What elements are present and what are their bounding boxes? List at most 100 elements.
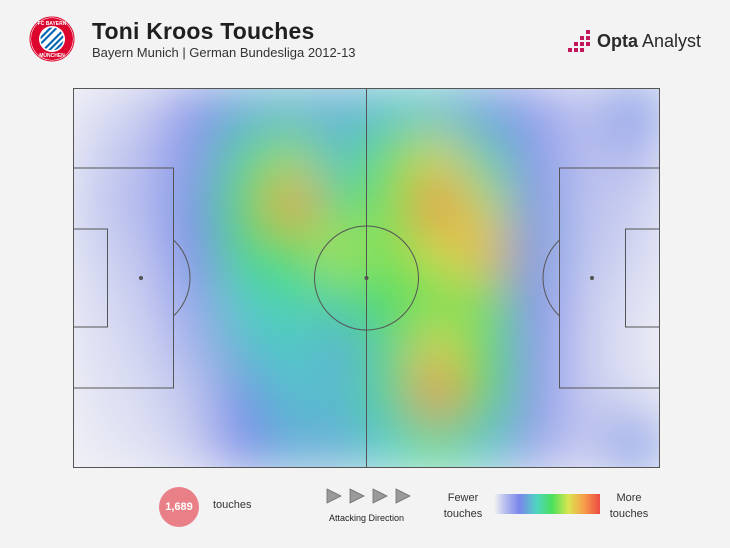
heatmap-cell bbox=[315, 323, 369, 375]
header: FC BAYERN MÜNCHEN Toni Kroos Touches Bay… bbox=[0, 0, 730, 80]
centre-spot bbox=[364, 275, 369, 281]
heatmap-cell bbox=[462, 228, 516, 280]
heatmap-cell bbox=[315, 418, 369, 468]
heatmap-layer bbox=[73, 88, 660, 468]
heatmap-cell bbox=[413, 181, 467, 233]
right-goal bbox=[659, 255, 660, 301]
touch-count-badge: 1,689 bbox=[159, 487, 199, 527]
heatmap-cell bbox=[462, 133, 516, 185]
heatmap-cell bbox=[266, 276, 320, 328]
heatmap-cell bbox=[73, 228, 124, 280]
heatmap-cell bbox=[609, 133, 660, 185]
heatmap-cell bbox=[217, 418, 271, 468]
brand-name: Opta Analyst bbox=[597, 31, 701, 52]
heatmap-cell bbox=[609, 228, 660, 280]
heatmap-cell bbox=[462, 323, 516, 375]
centre-circle bbox=[314, 225, 419, 331]
legend-low-label: Fewer touches bbox=[443, 492, 483, 520]
heatmap-cell bbox=[217, 276, 271, 328]
heatmap-cell bbox=[119, 371, 173, 423]
heatmap-cell bbox=[266, 323, 320, 375]
attacking-direction-arrows-icon bbox=[326, 488, 411, 504]
heatmap-cell bbox=[168, 133, 222, 185]
heatmap-cell bbox=[364, 418, 418, 468]
heatmap-cell bbox=[511, 88, 565, 138]
heatmap-cells bbox=[73, 88, 660, 468]
legend-color-scale bbox=[494, 494, 600, 514]
heatmap-cell bbox=[511, 276, 565, 328]
heatmap-cell bbox=[462, 371, 516, 423]
heatmap-cell bbox=[413, 133, 467, 185]
touch-count-label: touches bbox=[213, 499, 252, 511]
fc-bayern-munchen-badge-icon: FC BAYERN MÜNCHEN bbox=[29, 16, 75, 62]
heatmap-cell bbox=[168, 228, 222, 280]
right-penalty-spot bbox=[589, 275, 595, 281]
heatmap-cell bbox=[119, 133, 173, 185]
heatmap-cell bbox=[315, 228, 369, 280]
opta-dots-icon bbox=[568, 30, 590, 52]
brand-name-regular: Analyst bbox=[638, 31, 702, 51]
heatmap-cell bbox=[413, 418, 467, 468]
heatmap-cell bbox=[560, 323, 614, 375]
heatmap-cell bbox=[560, 133, 614, 185]
heatmap-cell bbox=[413, 276, 467, 328]
heatmap-cell bbox=[217, 88, 271, 138]
heatmap-cell bbox=[217, 181, 271, 233]
heatmap-cell bbox=[73, 418, 124, 468]
heatmap-cell bbox=[609, 88, 660, 138]
heatmap-cell bbox=[315, 276, 369, 328]
heatmap-cell bbox=[315, 133, 369, 185]
heatmap-cell bbox=[511, 133, 565, 185]
heatmap-cell bbox=[73, 323, 124, 375]
opta-analyst-logo: Opta Analyst bbox=[567, 28, 717, 56]
heatmap-cell bbox=[119, 323, 173, 375]
heatmap-cell bbox=[119, 181, 173, 233]
heatmap-cell bbox=[73, 371, 124, 423]
heatmap-cell bbox=[168, 418, 222, 468]
heatmap-cell bbox=[168, 371, 222, 423]
heatmap-cell bbox=[217, 133, 271, 185]
page-subtitle: Bayern Munich | German Bundesliga 2012-1… bbox=[92, 45, 356, 60]
heatmap-cell bbox=[119, 228, 173, 280]
heatmap-cell bbox=[560, 276, 614, 328]
heatmap-cell bbox=[511, 228, 565, 280]
legend-high-label: More touches bbox=[609, 492, 649, 520]
heatmap-cell bbox=[560, 88, 614, 138]
heatmap-cell bbox=[511, 418, 565, 468]
heatmap-cell bbox=[511, 371, 565, 423]
left-goal bbox=[73, 255, 74, 301]
left-penalty-arc bbox=[173, 239, 191, 317]
heatmap-cell bbox=[73, 88, 124, 138]
heatmap-cell bbox=[609, 181, 660, 233]
heatmap-cell bbox=[609, 371, 660, 423]
right-penalty-arc bbox=[542, 239, 560, 317]
touch-count: 1,689 bbox=[165, 501, 193, 513]
heatmap-cell bbox=[462, 181, 516, 233]
heatmap-cell bbox=[73, 133, 124, 185]
heatmap-cell bbox=[462, 418, 516, 468]
heatmap-cell bbox=[266, 181, 320, 233]
footer-legend: 1,689 touches Attacking Direction Fewer … bbox=[0, 480, 730, 548]
heatmap-cell bbox=[168, 323, 222, 375]
heatmap-cell bbox=[462, 88, 516, 138]
svg-text:MÜNCHEN: MÜNCHEN bbox=[39, 52, 65, 59]
attacking-direction-label: Attacking Direction bbox=[329, 513, 405, 523]
heatmap-cell bbox=[315, 88, 369, 138]
heatmap-cell bbox=[511, 181, 565, 233]
heatmap-cell bbox=[266, 88, 320, 138]
heatmap-cell bbox=[560, 371, 614, 423]
heatmap-cell bbox=[364, 276, 418, 328]
page-title: Toni Kroos Touches bbox=[92, 18, 315, 44]
pitch-heatmap bbox=[73, 88, 660, 468]
left-penalty-spot bbox=[138, 275, 144, 281]
pitch-svg bbox=[73, 88, 660, 468]
heatmap-cell bbox=[217, 371, 271, 423]
heatmap-cell bbox=[413, 323, 467, 375]
heatmap-cell bbox=[364, 323, 418, 375]
brand-name-bold: Opta bbox=[597, 31, 639, 51]
heatmap-cell bbox=[315, 181, 369, 233]
heatmap-cell bbox=[266, 371, 320, 423]
heatmap-cell bbox=[168, 276, 222, 328]
heatmap-cell bbox=[462, 276, 516, 328]
heatmap-cell bbox=[609, 276, 660, 328]
